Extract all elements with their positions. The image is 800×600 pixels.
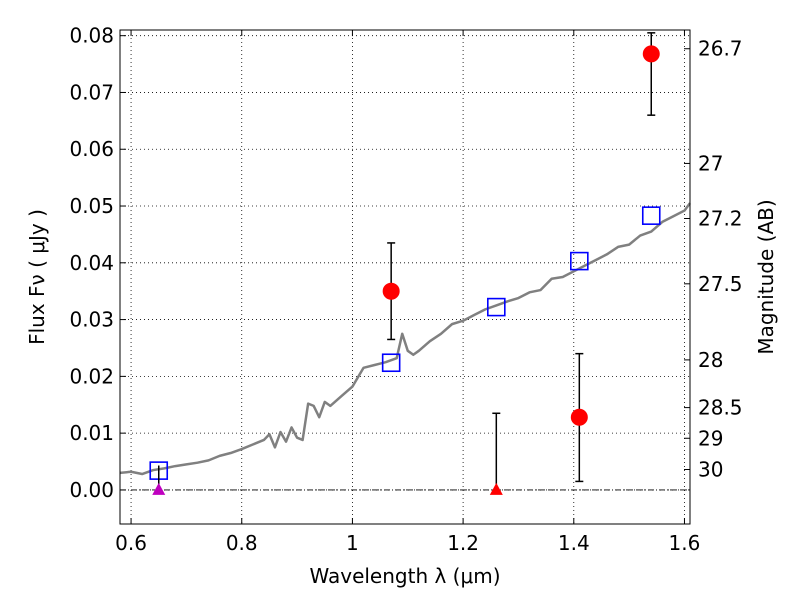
x-axis-label: Wavelength λ (μm) [309,564,500,588]
magnitude-tick-label: 29 [698,426,723,450]
y-tick-label: 0.08 [69,24,114,48]
model-square-point [641,206,661,225]
magnitude-tick-label: 28 [698,348,723,372]
y-tick-label: 0.03 [69,308,114,332]
model-square-point [487,297,506,317]
x-tick-label: 1.6 [669,531,701,555]
y-tick-label: 0.04 [69,251,114,275]
magnitude-tick-label: 27 [698,151,723,175]
spectrum-line [119,202,692,476]
magenta-triangle-point [152,482,166,495]
right-axis-label: Magnitude (AB) [754,199,778,354]
y-axis-label: Flux Fν ( μJy ) [25,209,49,345]
x-tick-label: 1.2 [447,531,479,555]
magnitude-tick-label: 30 [698,457,723,481]
magnitude-tick-label: 26.7 [698,37,743,61]
model-square-point [381,353,401,373]
model-square-point [570,251,589,271]
grid [120,30,690,524]
y-tick-label: 0.02 [69,364,114,388]
upper-limit-triangle [489,482,503,495]
magnitude-tick-label: 27.5 [698,272,743,296]
y-tick-label: 0.01 [69,421,114,445]
measured-flux-point [382,282,400,300]
magnitude-tick-label: 27.2 [698,207,743,231]
x-axis: 0.6 0.8 1 1.2 1.4 1.6 [115,30,700,555]
right-magnitude-axis: 26.7 27 27.2 27.5 28 28.5 29 30 [684,37,743,481]
y-tick-label: 0.06 [69,137,114,161]
y-tick-label: 0.00 [69,478,114,502]
measured-flux-point [570,408,588,426]
measured-flux-point [642,45,660,63]
magnitude-tick-label: 28.5 [698,396,743,420]
y-axis: 0.00 0.01 0.02 0.03 0.04 0.05 0.06 0.07 0.08 [69,24,126,502]
y-tick-label: 0.05 [69,194,114,218]
x-tick-label: 1.4 [558,531,590,555]
plot-background [120,30,690,524]
x-tick-label: 0.8 [226,531,258,555]
x-tick-label: 0.6 [115,531,147,555]
x-tick-label: 1 [346,531,359,555]
y-tick-label: 0.07 [69,80,114,104]
series-layer [119,32,692,495]
plot-frame [119,29,691,525]
